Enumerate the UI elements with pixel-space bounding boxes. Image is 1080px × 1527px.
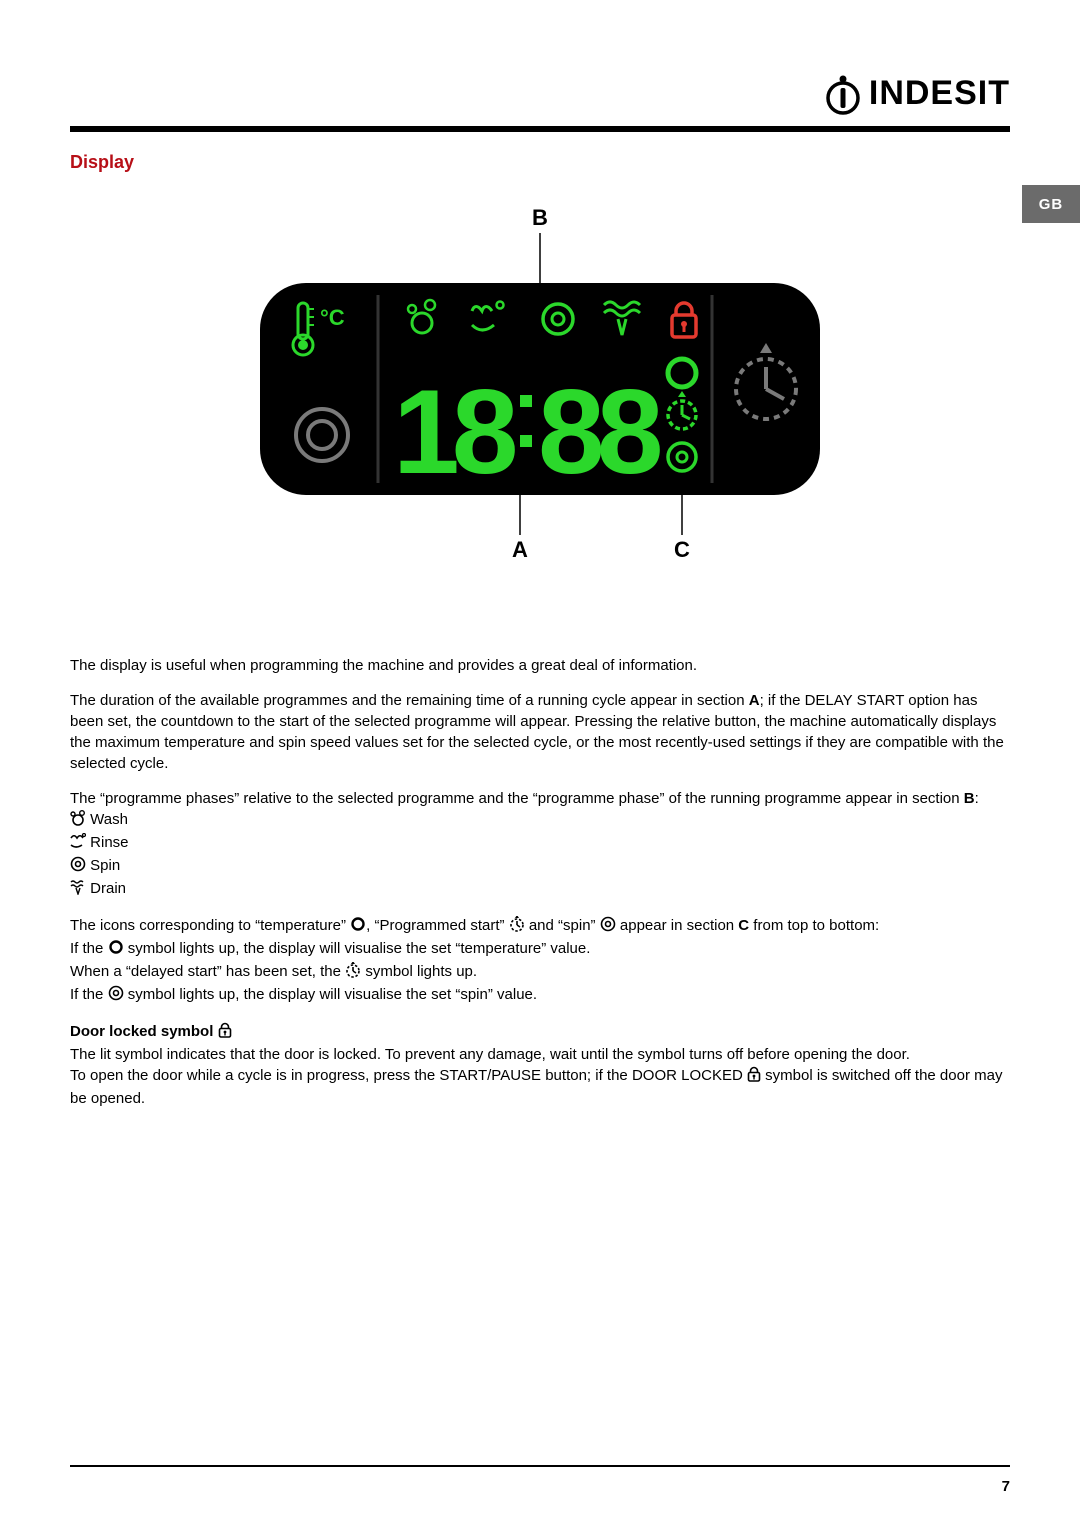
bottom-divider <box>70 1465 1010 1467</box>
display-diagram: B °C <box>70 205 1010 565</box>
section-title: Display <box>70 150 1010 175</box>
phase-spin: Spin <box>70 855 1010 878</box>
diagram-label-a: A <box>512 537 528 562</box>
lock-inline-icon <box>218 1022 232 1044</box>
para-section-a: The duration of the available programmes… <box>70 690 1010 774</box>
spin-inline-icon-2 <box>108 985 124 1007</box>
body-text: The display is useful when programming t… <box>70 655 1010 1109</box>
page-number: 7 <box>1002 1476 1010 1497</box>
para-section-c: The icons corresponding to “temperature”… <box>70 915 1010 1007</box>
temp-unit: °C <box>320 305 345 330</box>
delay-inline-icon-2 <box>345 962 361 984</box>
diagram-label-b: B <box>532 205 548 230</box>
temp-inline-icon <box>350 916 366 938</box>
spin-icon <box>70 856 86 878</box>
door-locked-section: Door locked symbol The lit symbol indica… <box>70 1021 1010 1109</box>
brand-name: INDESIT <box>869 70 1010 118</box>
brand-icon <box>825 73 861 115</box>
para-section-b: The “programme phases” relative to the s… <box>70 788 1010 901</box>
lock-inline-icon-2 <box>747 1066 761 1088</box>
phase-drain: Drain <box>70 878 1010 901</box>
wash-icon <box>70 810 86 832</box>
drain-icon <box>70 879 86 901</box>
phase-rinse: Rinse <box>70 832 1010 855</box>
svg-text:88: 88 <box>538 365 661 499</box>
para-intro: The display is useful when programming t… <box>70 655 1010 676</box>
phase-wash: Wash <box>70 809 1010 832</box>
rinse-icon <box>70 833 86 855</box>
brand-logo-row: INDESIT <box>70 70 1010 118</box>
top-divider <box>70 126 1010 132</box>
diagram-label-c: C <box>674 537 690 562</box>
temp-inline-icon-2 <box>108 939 124 961</box>
spin-inline-icon <box>600 916 616 938</box>
delay-inline-icon <box>509 916 525 938</box>
language-tab: GB <box>1022 185 1080 223</box>
door-locked-heading: Door locked symbol <box>70 1023 218 1040</box>
svg-text:18: 18 <box>393 365 516 499</box>
brand-logo: INDESIT <box>825 70 1010 118</box>
